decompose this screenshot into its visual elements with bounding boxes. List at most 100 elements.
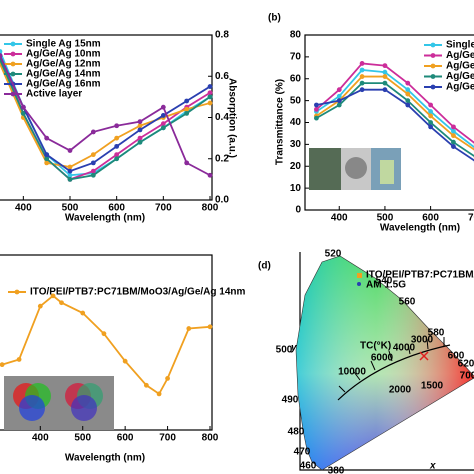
point — [207, 324, 213, 330]
point — [359, 80, 365, 86]
point — [90, 172, 96, 178]
point — [428, 124, 434, 130]
x-label: Wavelength (nm) — [65, 213, 145, 224]
point — [114, 156, 120, 162]
wavelength-label: 620 — [458, 359, 474, 370]
point — [207, 100, 213, 106]
point — [165, 376, 170, 381]
point — [137, 139, 143, 145]
wavelength-label: 500 — [276, 345, 293, 356]
y2-tick-label: 0.0 — [215, 195, 229, 206]
point — [114, 152, 120, 158]
point — [67, 168, 73, 174]
point — [90, 129, 96, 135]
point — [0, 362, 5, 368]
x-tick-label: 700 — [155, 203, 172, 214]
y2-tick-label: 0.4 — [215, 112, 229, 123]
point — [314, 115, 319, 121]
point — [336, 102, 342, 108]
point — [405, 102, 411, 108]
point — [160, 113, 166, 118]
point — [160, 125, 166, 131]
photo-inset — [309, 148, 401, 190]
point — [359, 67, 365, 73]
point — [207, 94, 213, 100]
cct-label: 6000 — [371, 353, 394, 364]
point — [428, 102, 434, 108]
legend-entry: Ag/Ge/Ag 16nm — [446, 82, 474, 93]
point — [207, 172, 213, 178]
y2-tick-label: 0.8 — [215, 30, 229, 41]
x-tick-label: 400 — [15, 203, 32, 214]
series-line — [315, 62, 474, 144]
point — [80, 310, 86, 316]
x-tick-label: 800 — [202, 203, 219, 214]
y2-tick-label: 0.6 — [215, 71, 229, 82]
legend-marker — [14, 289, 20, 295]
point — [428, 120, 434, 125]
legend-entry: Ag/Ge/Ag 12nm — [446, 61, 474, 72]
point — [44, 152, 50, 158]
point — [44, 156, 50, 162]
cct-label: 10000 — [338, 367, 366, 378]
x-tick-label: 500 — [62, 203, 79, 214]
series-line — [0, 59, 211, 181]
x-tick-label: 400 — [331, 213, 348, 224]
x-label: Wavelength (nm) — [380, 223, 460, 234]
y-label: Transmittance (%) — [275, 79, 286, 165]
point — [405, 91, 411, 97]
wavelength-label: 380 — [328, 466, 345, 474]
y-tick-label: 0 — [295, 205, 301, 216]
point — [20, 110, 26, 116]
y-tick-label: 10 — [290, 183, 302, 194]
point — [37, 303, 43, 309]
x-label: x — [429, 461, 436, 472]
series-line — [0, 63, 211, 168]
legend-marker — [10, 61, 16, 67]
point — [184, 98, 190, 104]
point — [67, 164, 73, 170]
point — [0, 53, 3, 59]
wavelength-label: 600 — [448, 351, 465, 362]
point — [184, 106, 190, 112]
x-tick-label: 600 — [422, 213, 439, 224]
wavelength-label: 580 — [428, 328, 445, 339]
point — [156, 391, 162, 397]
wavelength-label: 700 — [460, 371, 474, 382]
legend-marker — [10, 71, 16, 77]
wavelength-label: 490 — [282, 395, 299, 406]
point — [207, 84, 213, 89]
point — [451, 128, 456, 134]
series-line — [315, 69, 474, 149]
legend-marker — [10, 91, 16, 97]
point — [137, 135, 143, 141]
y-tick-label: 20 — [290, 161, 302, 172]
point — [405, 80, 411, 86]
point — [101, 331, 107, 337]
point — [336, 93, 342, 99]
point — [382, 63, 388, 69]
legend-entry: Ag/Ge/Ag 14nm — [446, 71, 474, 82]
legend-marker — [430, 74, 436, 79]
point — [160, 121, 166, 127]
am15-marker — [419, 351, 429, 361]
wavelength-label: 460 — [300, 461, 317, 472]
x-tick-label: 600 — [108, 203, 125, 214]
legend-swatch — [357, 273, 362, 278]
point — [122, 358, 128, 364]
planckian-locus — [337, 344, 451, 401]
point — [90, 168, 96, 174]
point — [314, 106, 319, 112]
cct-label: 1500 — [421, 381, 444, 392]
y-label: y — [290, 343, 297, 354]
legend-marker — [430, 53, 436, 58]
point — [143, 382, 149, 388]
point — [382, 74, 388, 79]
legend-entry: AM 1.5G — [366, 280, 406, 291]
legend-entry: Ag/Ge/Ag 14nm — [26, 69, 101, 80]
x-label: Wavelength (nm) — [65, 453, 145, 464]
wavelength-label: 470 — [294, 447, 311, 458]
y-tick-label: 80 — [290, 30, 302, 41]
point — [336, 87, 342, 93]
